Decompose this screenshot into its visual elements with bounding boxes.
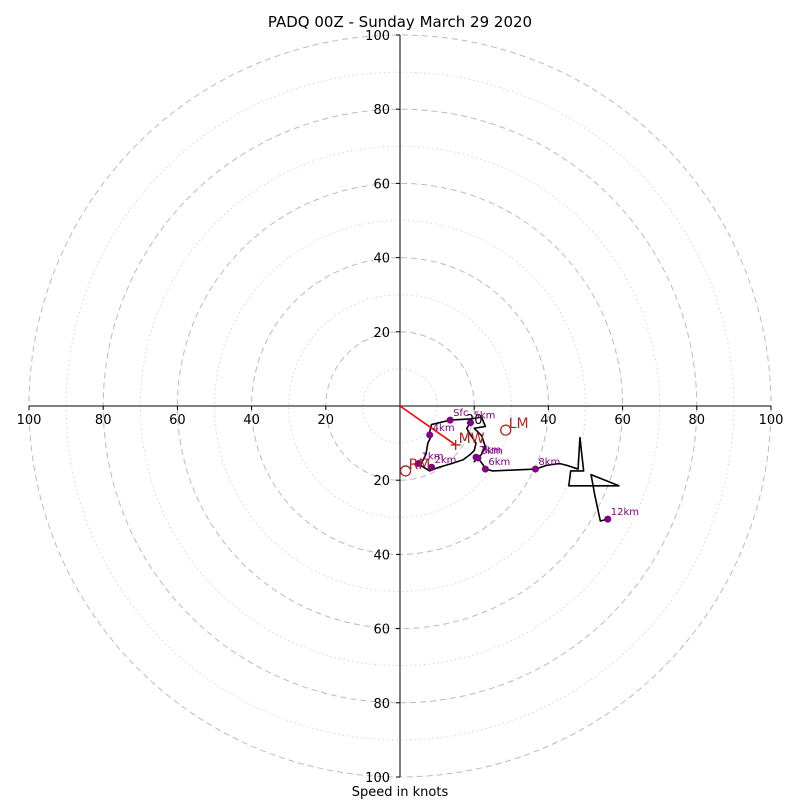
x-tick-label: 40 (243, 413, 260, 428)
height-marker-label: Sfc (453, 408, 468, 419)
height-marker-label: 5km (473, 411, 495, 422)
height-marker-label: 3km (481, 446, 503, 457)
x-tick-label: 100 (17, 413, 42, 428)
y-tick-label: 100 (365, 771, 390, 786)
y-tick-label: 60 (373, 177, 390, 192)
storm-motion-label: LM (509, 416, 529, 432)
x-tick-label: 80 (689, 413, 706, 428)
mean-wind-marker (450, 439, 461, 450)
storm-motion-label: RM (409, 457, 431, 473)
x-tick-label: 60 (169, 413, 186, 428)
shear-vector-line (399, 405, 457, 446)
x-tick-label: 100 (759, 413, 784, 428)
height-marker-point (466, 419, 474, 427)
height-marker-label: 2km (435, 455, 457, 466)
y-tick-label: 80 (373, 103, 390, 118)
height-marker-label: 8km (538, 457, 560, 468)
x-tick-label: 20 (318, 413, 335, 428)
mean-wind-label: MW (459, 431, 485, 447)
y-tick-label: 20 (373, 326, 390, 341)
x-tick-label: 40 (540, 413, 557, 428)
height-marker-point (426, 431, 434, 439)
storm-motion-marker (500, 424, 512, 436)
y-tick-label: 40 (373, 548, 390, 563)
y-tick-label: 40 (373, 252, 390, 267)
height-marker-point (446, 416, 454, 424)
height-marker-label: 4km (433, 423, 455, 434)
x-tick-label: 80 (95, 413, 112, 428)
height-marker-label: 12km (611, 507, 639, 518)
height-marker-label: 1km (422, 452, 444, 463)
height-marker-label: 7km (479, 445, 501, 456)
height-marker-point (481, 465, 489, 473)
tick-labels: 1001008080606040402020202040406060808010… (17, 29, 784, 786)
x-axis-label: Speed in knots (352, 785, 449, 800)
height-marker-point (428, 463, 436, 471)
height-marker-point (604, 515, 612, 523)
height-marker-point (531, 465, 539, 473)
y-tick-label: 20 (373, 474, 390, 489)
y-tick-label: 100 (365, 29, 390, 44)
storm-motion-marker (399, 465, 412, 477)
height-marker-label: 6km (488, 457, 510, 468)
y-tick-label: 80 (373, 697, 390, 712)
y-tick-label: 60 (373, 623, 390, 638)
x-tick-label: 60 (614, 413, 631, 428)
storm-motion-markers: LM RM MW (399, 416, 529, 477)
height-marker-point (472, 453, 480, 461)
chart-title: PADQ 00Z - Sunday March 29 2020 (268, 13, 532, 31)
height-marker-point (415, 460, 423, 468)
